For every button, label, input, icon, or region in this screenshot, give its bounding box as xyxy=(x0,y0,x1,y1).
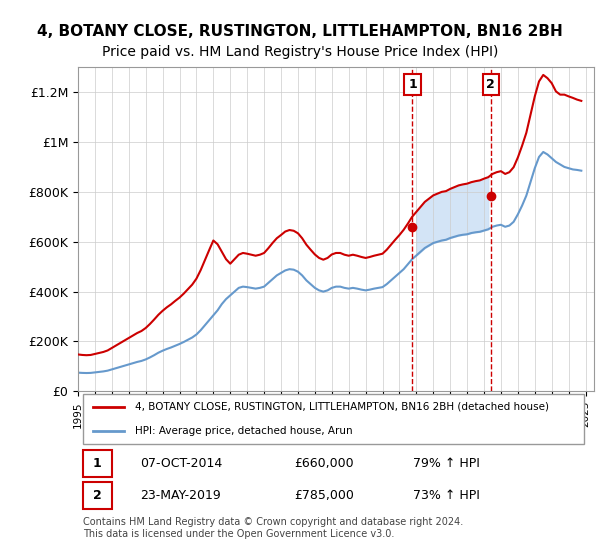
Text: £785,000: £785,000 xyxy=(295,489,355,502)
Text: Price paid vs. HM Land Registry's House Price Index (HPI): Price paid vs. HM Land Registry's House … xyxy=(102,45,498,59)
Text: 79% ↑ HPI: 79% ↑ HPI xyxy=(413,456,480,470)
Text: 2: 2 xyxy=(93,489,101,502)
Text: £660,000: £660,000 xyxy=(295,456,355,470)
Text: 2: 2 xyxy=(486,78,495,91)
Text: 1: 1 xyxy=(93,456,101,470)
Text: Contains HM Land Registry data © Crown copyright and database right 2024.
This d: Contains HM Land Registry data © Crown c… xyxy=(83,517,463,539)
FancyBboxPatch shape xyxy=(83,450,112,477)
Text: 1: 1 xyxy=(408,78,417,91)
FancyBboxPatch shape xyxy=(83,482,112,509)
Text: 4, BOTANY CLOSE, RUSTINGTON, LITTLEHAMPTON, BN16 2BH (detached house): 4, BOTANY CLOSE, RUSTINGTON, LITTLEHAMPT… xyxy=(135,402,549,412)
Text: 07-OCT-2014: 07-OCT-2014 xyxy=(140,456,222,470)
Text: 23-MAY-2019: 23-MAY-2019 xyxy=(140,489,221,502)
Text: 73% ↑ HPI: 73% ↑ HPI xyxy=(413,489,480,502)
Text: HPI: Average price, detached house, Arun: HPI: Average price, detached house, Arun xyxy=(135,426,352,436)
FancyBboxPatch shape xyxy=(83,394,584,444)
Text: 4, BOTANY CLOSE, RUSTINGTON, LITTLEHAMPTON, BN16 2BH: 4, BOTANY CLOSE, RUSTINGTON, LITTLEHAMPT… xyxy=(37,24,563,39)
